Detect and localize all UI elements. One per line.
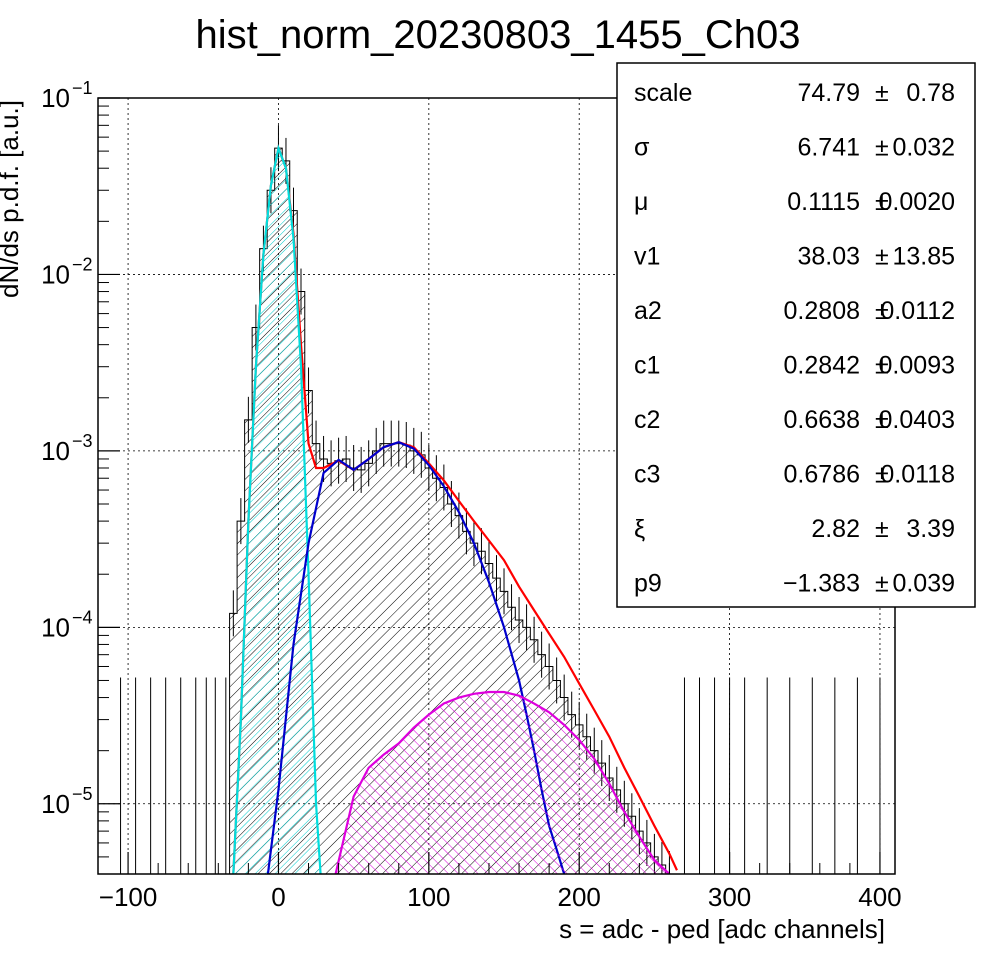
stat-pm-6: ± [875,406,889,434]
stat-pm-1: ± [875,134,889,162]
stat-value-9: −1.383 [783,570,860,598]
stat-value-3: 38.03 [797,243,860,271]
stat-error-5: 0.0093 [879,352,955,380]
stat-name-6: c2 [634,406,660,434]
stat-name-3: v1 [634,243,660,271]
stat-value-5: 0.2842 [784,352,860,380]
y-tick-label-1: 10 [41,612,70,642]
fit-curve-3 [334,690,672,874]
y-tick-label-4: 10 [41,83,70,113]
stat-value-7: 0.6786 [784,461,860,489]
stat-value-8: 2.82 [811,515,860,543]
stat-name-0: scale [634,79,692,107]
stat-name-5: c1 [634,352,660,380]
stat-error-9: 0.039 [892,570,955,598]
stat-value-6: 0.6638 [784,406,860,434]
x-tick-label-3: 200 [558,882,601,912]
stat-error-0: 0.78 [906,79,955,107]
y-tick-exponent-1: −4 [72,607,93,627]
x-tick-label-4: 300 [708,882,751,912]
stat-error-6: 0.0403 [879,406,955,434]
stat-name-7: c3 [634,461,660,489]
fit-curve-1 [232,144,322,874]
x-tick-label-0: −100 [99,882,158,912]
y-tick-label-0: 10 [41,789,70,819]
x-axis-label: s = adc - ped [adc channels] [559,914,885,944]
stat-value-4: 0.2808 [784,297,860,325]
plot-area [120,125,881,874]
stat-error-1: 0.032 [892,134,955,162]
stat-pm-5: ± [875,352,889,380]
stat-error-4: 0.0112 [880,297,955,325]
fit-stats-box: scale 74.79 ±0.78 σ 6.741 ±0.032 μ 0.1115 ±0.002… [616,62,976,608]
y-tick-label-2: 10 [41,436,70,466]
stat-error-7: 0.0118 [880,461,955,489]
stat-pm-8: ± [875,515,889,543]
stat-pm-7: ± [875,461,889,489]
y-tick-exponent-2: −3 [72,431,93,451]
x-tick-label-5: 400 [858,882,901,912]
stat-pm-4: ± [875,297,889,325]
fit-component-area-3 [335,692,670,874]
stat-name-9: p9 [634,570,662,598]
stat-error-8: 3.39 [906,515,955,543]
stat-pm-3: ± [875,243,889,271]
stat-pm-0: ± [875,79,889,107]
stat-value-1: 6.741 [797,134,860,162]
stat-error-2: 0.0020 [879,188,955,216]
stats-frame [616,62,976,608]
y-tick-exponent-4: −1 [72,78,93,98]
y-tick-exponent-3: −2 [72,254,93,274]
x-tick-label-2: 100 [407,882,450,912]
stat-error-3: 13.85 [892,243,955,271]
stat-name-1: σ [634,134,650,162]
y-tick-exponent-0: −5 [72,784,93,804]
stat-name-2: μ [634,188,648,216]
x-tick-label-1: 0 [271,882,285,912]
stat-name-4: a2 [634,297,662,325]
y-tick-label-3: 10 [41,259,70,289]
stat-value-0: 74.79 [797,79,860,107]
stat-value-2: 0.1115 [787,188,860,216]
stat-name-8: ξ [634,515,645,543]
y-axis-label: dN/ds p.d.f. [a.u.] [0,100,24,298]
chart-title: hist_norm_20230803_1455_Ch03 [196,13,801,57]
stat-pm-9: ± [875,570,889,598]
stat-pm-2: ± [875,188,889,216]
